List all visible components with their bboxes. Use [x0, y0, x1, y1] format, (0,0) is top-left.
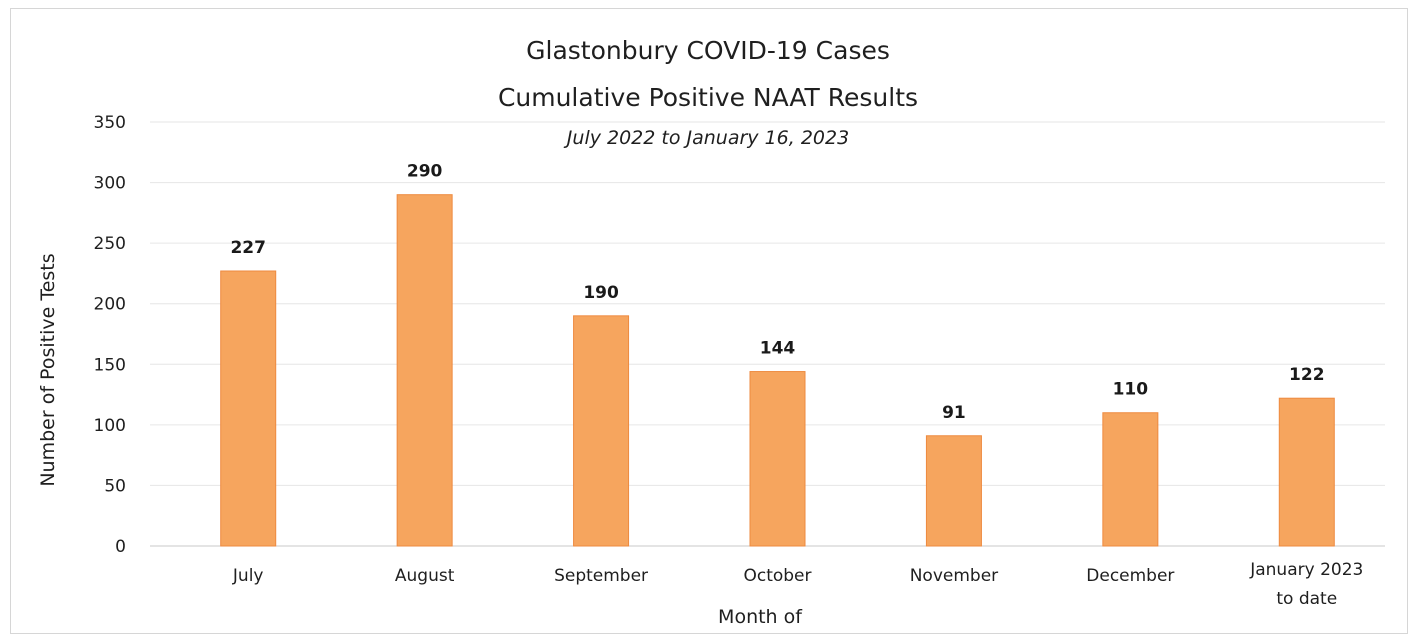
chart-title-line-1: Glastonbury COVID-19 Cases: [526, 36, 890, 65]
bar: [220, 270, 277, 547]
data-label: 110: [1113, 380, 1149, 400]
x-tick-label: September: [554, 566, 648, 586]
data-labels: 227 290 190 144 91 110 122: [230, 162, 1324, 423]
x-tick-label-line: to date: [1276, 589, 1337, 609]
x-tick-label: November: [910, 566, 998, 586]
data-label: 227: [230, 238, 266, 258]
x-tick-label-line: December: [1086, 566, 1174, 586]
y-tick-label: 250: [94, 234, 126, 254]
data-label: 91: [942, 403, 966, 423]
data-label: 122: [1289, 365, 1325, 385]
data-label: 144: [760, 339, 796, 359]
bar: [573, 315, 630, 547]
x-tick-label: August: [395, 566, 455, 586]
x-tick-label-line: October: [743, 566, 811, 586]
data-label: 290: [407, 162, 443, 182]
x-tick-label: December: [1086, 566, 1174, 586]
chart-subtitle: July 2022 to January 16, 2023: [563, 127, 849, 149]
y-tick-label: 0: [115, 537, 126, 557]
bar: [396, 194, 453, 547]
chart-frame: [10, 8, 1408, 634]
x-tick-label-line: November: [910, 566, 998, 586]
x-tick-label-line: September: [554, 566, 648, 586]
x-tick-label: January 2023 to date: [1249, 560, 1363, 609]
x-tick-label-line: August: [395, 566, 455, 586]
y-tick-label: 350: [94, 113, 126, 133]
bar: [749, 371, 806, 547]
x-tick-label: October: [743, 566, 811, 586]
x-axis-title: Month of: [718, 606, 803, 628]
chart-title-line-2: Cumulative Positive NAAT Results: [498, 83, 918, 112]
y-tick-label: 100: [94, 416, 126, 436]
y-axis-title: Number of Positive Tests: [37, 253, 59, 486]
y-tick-label: 50: [104, 476, 126, 496]
gridlines: [150, 121, 1385, 547]
bar: [1278, 397, 1335, 547]
x-axis-tick-labels: July August September October November Decemb…: [232, 560, 1363, 609]
x-tick-label-line: July: [232, 566, 264, 586]
y-axis-tick-labels: 0 50 100 150 200 250 300 350: [94, 113, 126, 557]
chart-title: Glastonbury COVID-19 Cases Cumulative Po…: [498, 36, 918, 149]
y-tick-label: 200: [94, 295, 126, 315]
x-tick-label-line: January 2023: [1249, 560, 1363, 580]
bar: [1102, 412, 1159, 547]
bars: [220, 194, 1335, 547]
y-tick-label: 300: [94, 174, 126, 194]
y-tick-label: 150: [94, 355, 126, 375]
data-label: 190: [583, 283, 619, 303]
bar: [925, 435, 982, 547]
x-tick-label: July: [232, 566, 264, 586]
